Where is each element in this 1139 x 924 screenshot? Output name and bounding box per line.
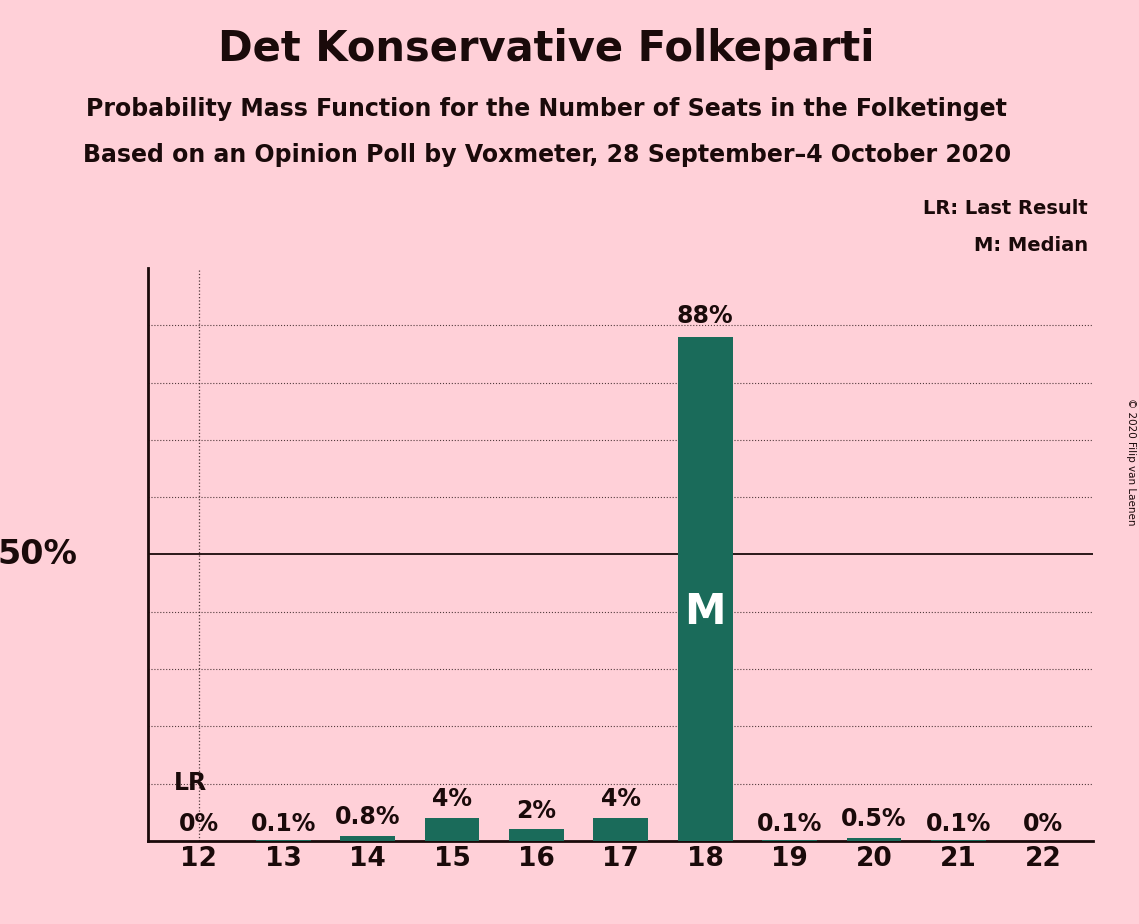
- Text: Det Konservative Folkeparti: Det Konservative Folkeparti: [219, 28, 875, 69]
- Text: 0.1%: 0.1%: [757, 811, 822, 835]
- Bar: [425, 818, 480, 841]
- Text: 88%: 88%: [677, 304, 734, 328]
- Text: LR: LR: [173, 771, 206, 795]
- Text: Probability Mass Function for the Number of Seats in the Folketinget: Probability Mass Function for the Number…: [87, 97, 1007, 121]
- Text: 4%: 4%: [432, 787, 472, 811]
- Text: 4%: 4%: [600, 787, 641, 811]
- Text: LR: Last Result: LR: Last Result: [923, 199, 1088, 218]
- Text: 0.8%: 0.8%: [335, 806, 400, 830]
- Bar: [678, 336, 732, 841]
- Text: 0%: 0%: [179, 812, 219, 836]
- Text: M: Median: M: Median: [974, 236, 1088, 255]
- Text: 2%: 2%: [516, 798, 556, 822]
- Bar: [509, 830, 564, 841]
- Text: Based on an Opinion Poll by Voxmeter, 28 September–4 October 2020: Based on an Opinion Poll by Voxmeter, 28…: [83, 143, 1010, 167]
- Text: 50%: 50%: [0, 538, 77, 571]
- Bar: [593, 818, 648, 841]
- Text: © 2020 Filip van Laenen: © 2020 Filip van Laenen: [1126, 398, 1136, 526]
- Text: 0%: 0%: [1023, 812, 1063, 836]
- Text: M: M: [685, 590, 726, 633]
- Text: 0.5%: 0.5%: [842, 807, 907, 831]
- Bar: [341, 836, 395, 841]
- Text: 0.1%: 0.1%: [926, 811, 991, 835]
- Bar: [846, 838, 901, 841]
- Text: 0.1%: 0.1%: [251, 811, 316, 835]
